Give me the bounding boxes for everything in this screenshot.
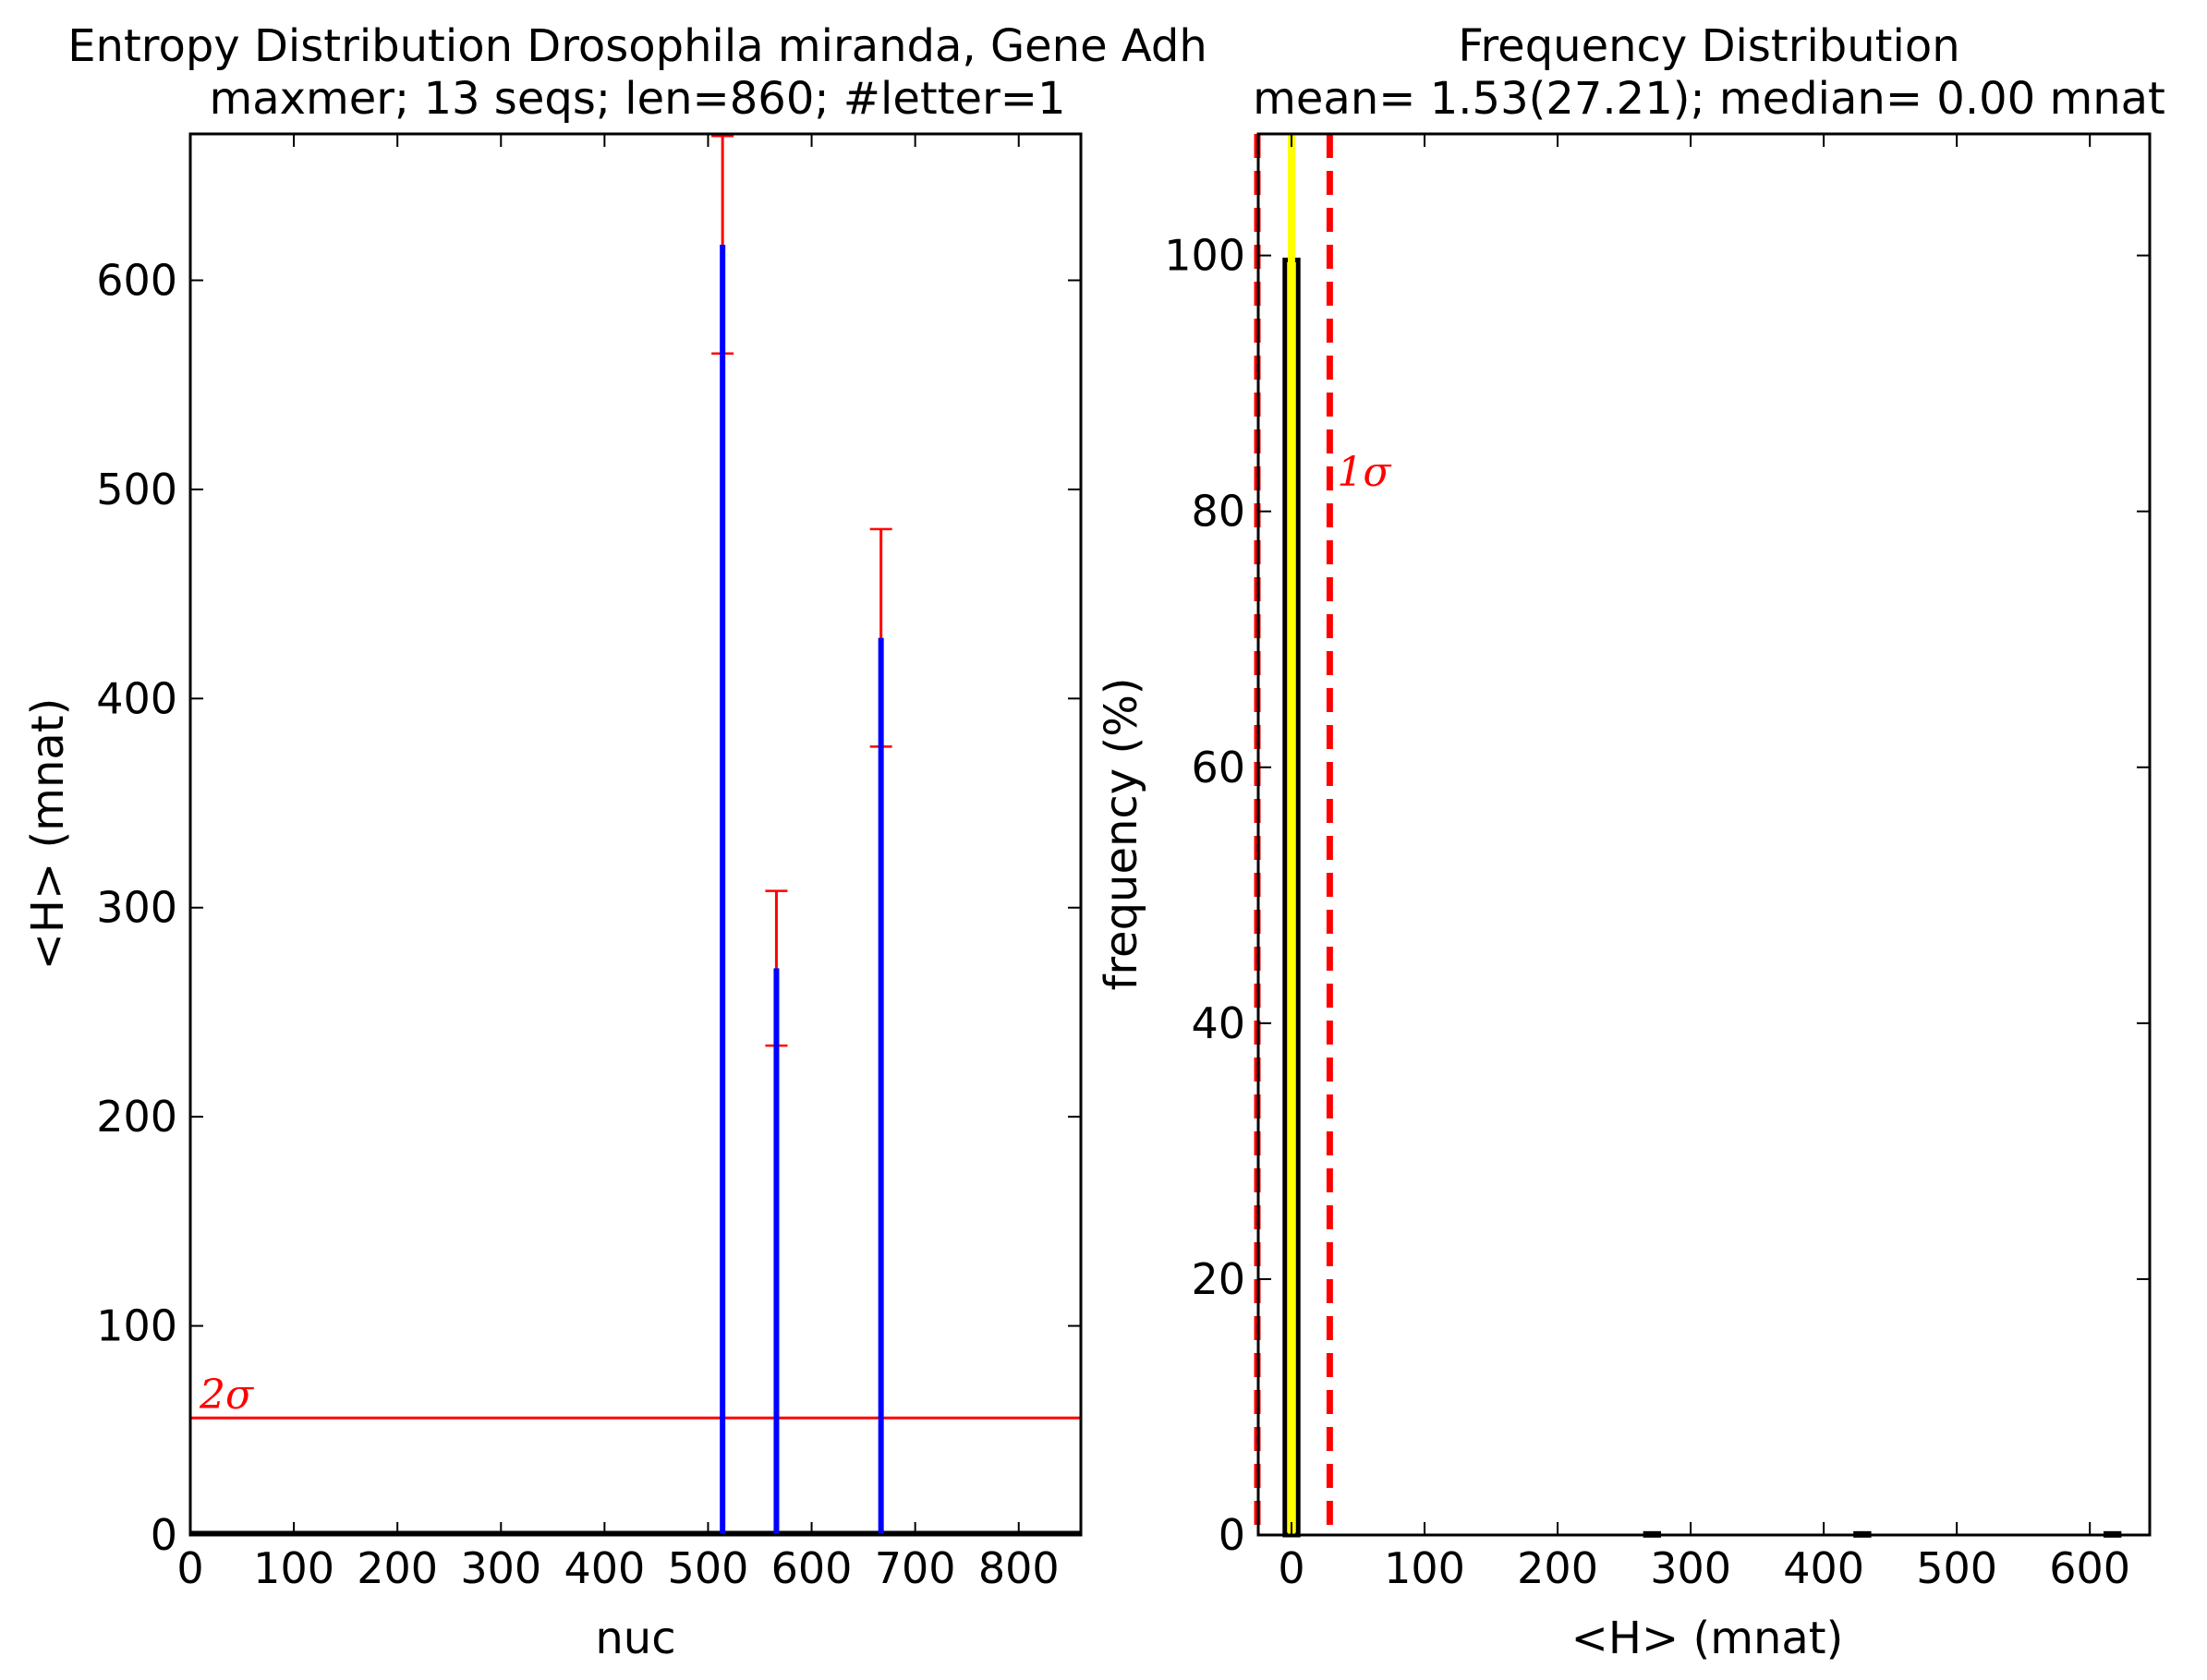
y-tick-label: 100 <box>96 1301 177 1351</box>
threshold-label: 2σ <box>199 1372 255 1419</box>
frequency-chart-ylabel: frequency (%) <box>1096 677 1147 990</box>
x-tick-label: 400 <box>1783 1543 1864 1593</box>
y-tick-label: 60 <box>1191 743 1245 792</box>
x-tick-label: 600 <box>2049 1543 2130 1593</box>
frequency-chart-frame <box>1256 132 2152 1537</box>
x-tick-label: 0 <box>176 1543 203 1593</box>
x-tick-label: 500 <box>668 1543 749 1593</box>
y-tick-label: 400 <box>96 673 177 723</box>
x-tick-label: 200 <box>357 1543 438 1593</box>
x-tick-label: 100 <box>1384 1543 1465 1593</box>
entropy-bar <box>773 968 780 1535</box>
y-tick-label: 0 <box>151 1510 177 1560</box>
frequency-chart: Frequency Distribution mean= 1.53(27.21)… <box>1096 20 2165 1664</box>
entropy-chart-frame <box>188 132 1083 1537</box>
x-tick-label: 100 <box>253 1543 334 1593</box>
entropy-chart-marks: 2σ <box>190 135 1081 1536</box>
y-tick-label: 0 <box>1219 1510 1245 1560</box>
entropy-bar <box>878 637 884 1535</box>
x-tick-label: 0 <box>1278 1543 1304 1593</box>
x-tick-label: 300 <box>1650 1543 1731 1593</box>
entropy-chart-ticks: 0 100 200 300 400 500 600 700 800 0 100 200 300 400 50… <box>96 134 1081 1593</box>
x-tick-label: 200 <box>1517 1543 1598 1593</box>
y-tick-label: 80 <box>1191 487 1245 537</box>
x-tick-label: 400 <box>564 1543 645 1593</box>
entropy-chart: Entropy Distribution Drosophila miranda,… <box>22 20 1207 1664</box>
y-tick-label: 100 <box>1164 231 1245 281</box>
entropy-bar <box>720 245 726 1536</box>
y-tick-label: 40 <box>1191 998 1245 1048</box>
frequency-chart-xlabel: <H> (mnat) <box>1571 1613 1844 1664</box>
entropy-chart-ylabel: <H> (mnat) <box>22 698 74 971</box>
frequency-chart-ticks: 0 100 200 300 400 500 600 0 20 40 60 80 100 <box>1164 134 2150 1593</box>
frequency-chart-title: Frequency Distribution <box>1458 20 1959 72</box>
x-tick-label: 500 <box>1916 1543 1997 1593</box>
y-tick-label: 300 <box>96 883 177 933</box>
entropy-chart-xlabel: nuc <box>595 1613 675 1664</box>
y-tick-label: 20 <box>1191 1254 1245 1304</box>
frequency-chart-subtitle: mean= 1.53(27.21); median= 0.00 mnat <box>1253 73 2165 125</box>
x-tick-label: 300 <box>460 1543 541 1593</box>
y-tick-label: 200 <box>96 1092 177 1142</box>
x-tick-label: 800 <box>978 1543 1060 1593</box>
entropy-chart-title: Entropy Distribution Drosophila miranda,… <box>67 20 1207 72</box>
y-tick-label: 600 <box>96 255 177 305</box>
x-tick-label: 700 <box>875 1543 956 1593</box>
sigma-label: 1σ <box>1337 449 1392 496</box>
x-tick-label: 600 <box>771 1543 853 1593</box>
y-tick-label: 500 <box>96 465 177 514</box>
entropy-chart-subtitle: maxmer; 13 seqs; len=860; #letter=1 <box>209 73 1065 125</box>
